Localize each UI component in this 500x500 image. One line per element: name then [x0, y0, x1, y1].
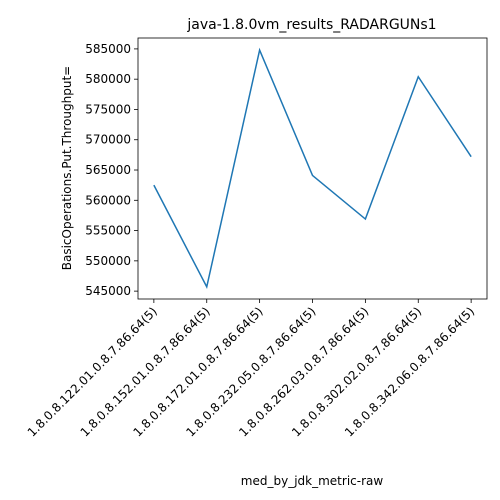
- series-points: [153, 50, 472, 287]
- y-tick-label: 555000: [85, 224, 131, 238]
- chart-title: java-1.8.0vm_results_RADARGUNs1: [186, 17, 436, 33]
- y-tick-label: 565000: [85, 163, 131, 177]
- y-tick-label: 545000: [85, 284, 131, 298]
- plot-area: [137, 37, 488, 300]
- y-axis: 545000 550000 555000 560000 565000 570000 5750…: [85, 42, 138, 298]
- y-tick-label: 550000: [85, 254, 131, 268]
- y-tick-label: 580000: [85, 72, 131, 86]
- y-axis-label: BasicOperations.Put.Throughput=: [60, 66, 74, 270]
- series-line: [153, 47, 472, 290]
- y-tick-label: 570000: [85, 133, 131, 147]
- y-tick-label: 585000: [85, 42, 131, 56]
- y-tick-label: 560000: [85, 193, 131, 207]
- x-axis-label: med_by_jdk_metric-raw: [241, 474, 384, 488]
- x-axis: 1.8.0.8.122.01.0.8.7.86.64(5)1.8.0.8.152…: [25, 299, 477, 440]
- plot-frame: [137, 37, 488, 300]
- y-tick-label: 575000: [85, 102, 131, 116]
